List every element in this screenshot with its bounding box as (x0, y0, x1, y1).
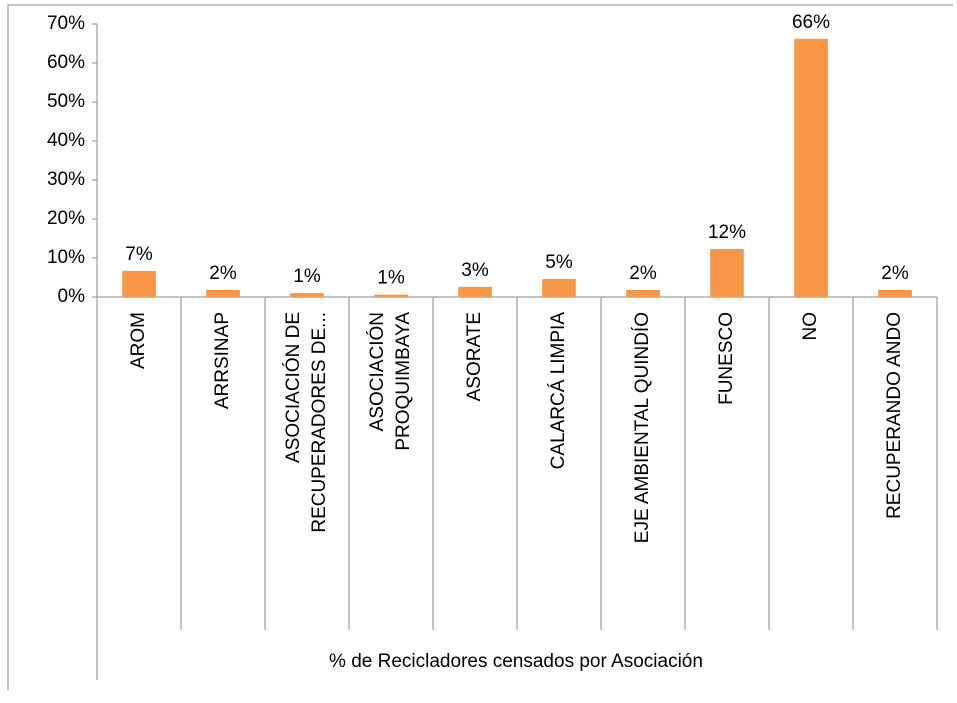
x-tick-label: RECUPERADORES DE... (309, 312, 330, 533)
data-label: 2% (209, 263, 237, 284)
bar (206, 289, 240, 297)
x-tick-label: CALARCÁ LIMPIA (548, 312, 569, 470)
x-tick-label: ARRSINAP (212, 312, 233, 409)
bar (458, 286, 492, 297)
y-tick-label: 20% (47, 208, 85, 229)
data-label: 66% (792, 12, 830, 33)
bar (626, 289, 660, 297)
y-tick-label: 10% (47, 247, 85, 268)
x-tick-label: PROQUIMBAYA (393, 312, 414, 451)
bar (878, 289, 912, 297)
y-tick-label: 40% (47, 130, 85, 151)
x-tick-label: RECUPERANDO ANDO (884, 312, 905, 519)
y-tick-label: 50% (47, 91, 85, 112)
y-tick-label: 70% (47, 13, 85, 34)
data-label: 1% (377, 268, 405, 289)
bar (122, 270, 156, 297)
data-label: 5% (545, 252, 573, 273)
x-tick-label: ASOCIACIÓN (366, 312, 388, 431)
data-label: 2% (881, 263, 909, 284)
data-label: 12% (708, 222, 746, 243)
y-tick-label: 0% (58, 286, 86, 307)
bar (290, 293, 324, 297)
y-tick-label: 60% (47, 52, 85, 73)
data-label: 1% (293, 266, 321, 287)
data-label: 7% (125, 244, 153, 265)
x-tick-label: FUNESCO (716, 312, 737, 405)
bar (542, 279, 576, 297)
y-tick-label: 30% (47, 169, 85, 190)
chart-frame (7, 4, 953, 690)
bar (794, 38, 828, 297)
x-tick-label: AROM (128, 312, 149, 369)
x-tick-label: ASOCIACIÓN DE (282, 312, 304, 463)
bar (374, 294, 408, 297)
x-tick-label: NO (800, 312, 821, 341)
x-tick-label: ASORATE (464, 312, 485, 401)
data-label: 3% (461, 260, 489, 281)
data-label: 2% (629, 263, 657, 284)
bar (710, 249, 744, 297)
x-axis-title: % de Recicladores censados por Asociació… (329, 651, 703, 672)
x-tick-label: EJE AMBIENTAL QUINDÍO (632, 312, 653, 543)
